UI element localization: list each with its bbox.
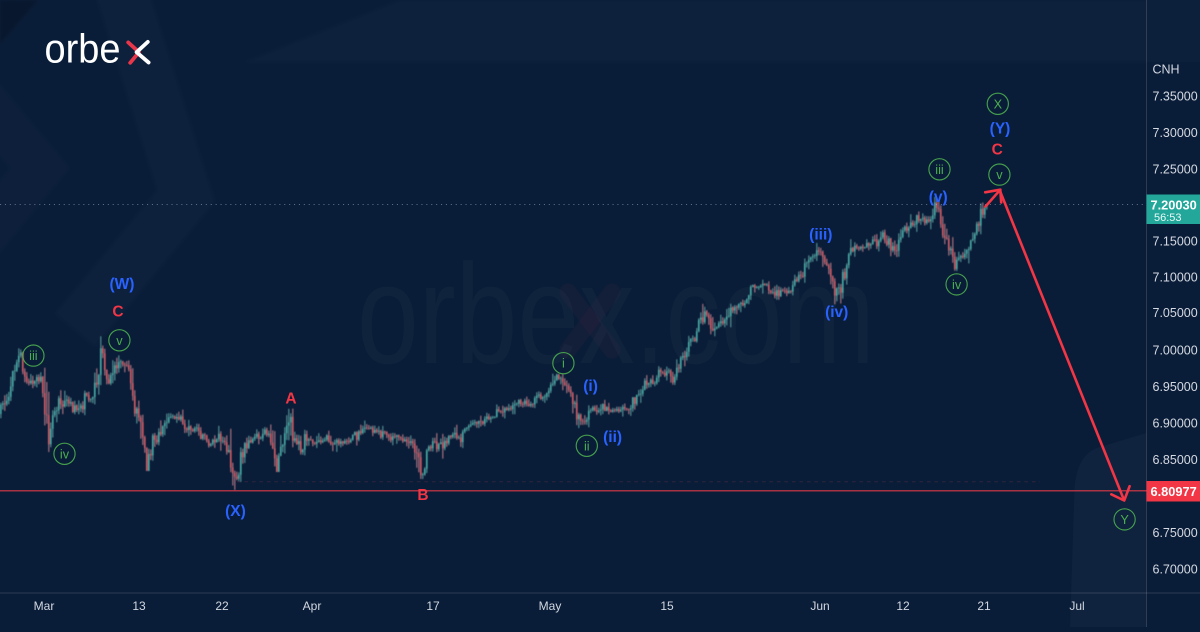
svg-text:6.80977: 6.80977 bbox=[1151, 484, 1197, 499]
svg-text:(iv): (iv) bbox=[825, 304, 848, 321]
svg-text:7.05000: 7.05000 bbox=[1153, 306, 1198, 320]
svg-text:Jun: Jun bbox=[810, 599, 829, 613]
svg-text:(iii): (iii) bbox=[809, 226, 832, 243]
svg-text:(i): (i) bbox=[583, 378, 598, 395]
svg-text:7.30000: 7.30000 bbox=[1153, 126, 1198, 140]
svg-text:iv: iv bbox=[952, 278, 962, 292]
svg-text:13: 13 bbox=[132, 599, 146, 613]
svg-text:orbex.com: orbex.com bbox=[357, 235, 875, 394]
svg-text:i: i bbox=[562, 357, 565, 371]
svg-text:22: 22 bbox=[215, 599, 229, 613]
svg-text:May: May bbox=[539, 599, 562, 613]
svg-text:iv: iv bbox=[60, 447, 70, 461]
svg-text:6.95000: 6.95000 bbox=[1153, 380, 1198, 394]
svg-text:orbe: orbe bbox=[45, 26, 121, 72]
svg-text:6.90000: 6.90000 bbox=[1153, 416, 1198, 430]
svg-text:7.15000: 7.15000 bbox=[1153, 234, 1198, 248]
svg-text:7.35000: 7.35000 bbox=[1153, 89, 1198, 103]
svg-text:6.75000: 6.75000 bbox=[1153, 526, 1198, 540]
svg-text:CNH: CNH bbox=[1153, 62, 1180, 76]
svg-text:C: C bbox=[992, 141, 1003, 158]
svg-text:6.70000: 6.70000 bbox=[1153, 562, 1198, 576]
svg-text:(ii): (ii) bbox=[603, 429, 622, 446]
svg-text:Y: Y bbox=[1120, 513, 1129, 527]
svg-text:Apr: Apr bbox=[303, 599, 322, 613]
svg-text:B: B bbox=[417, 487, 428, 504]
svg-text:(v): (v) bbox=[929, 189, 948, 206]
svg-text:6.85000: 6.85000 bbox=[1153, 453, 1198, 467]
svg-text:7.00000: 7.00000 bbox=[1153, 343, 1198, 357]
svg-text:(Y): (Y) bbox=[990, 121, 1011, 138]
svg-text:12: 12 bbox=[896, 599, 910, 613]
svg-text:(X): (X) bbox=[225, 503, 246, 520]
svg-text:ii: ii bbox=[584, 439, 590, 453]
svg-text:Jul: Jul bbox=[1069, 599, 1084, 613]
svg-text:7.20030: 7.20030 bbox=[1151, 197, 1197, 212]
svg-text:7.10000: 7.10000 bbox=[1153, 270, 1198, 284]
svg-text:C: C bbox=[112, 303, 123, 320]
svg-text:17: 17 bbox=[426, 599, 440, 613]
svg-text:7.25000: 7.25000 bbox=[1153, 162, 1198, 176]
svg-text:A: A bbox=[285, 391, 296, 408]
svg-text:iii: iii bbox=[29, 349, 37, 363]
svg-text:56:53: 56:53 bbox=[1154, 212, 1182, 224]
svg-text:15: 15 bbox=[660, 599, 674, 613]
svg-text:X: X bbox=[994, 97, 1003, 111]
svg-text:(W): (W) bbox=[110, 276, 135, 293]
svg-text:v: v bbox=[116, 334, 123, 348]
svg-text:Mar: Mar bbox=[34, 599, 55, 613]
svg-text:iii: iii bbox=[935, 163, 943, 177]
svg-text:21: 21 bbox=[977, 599, 991, 613]
svg-text:v: v bbox=[996, 168, 1003, 182]
